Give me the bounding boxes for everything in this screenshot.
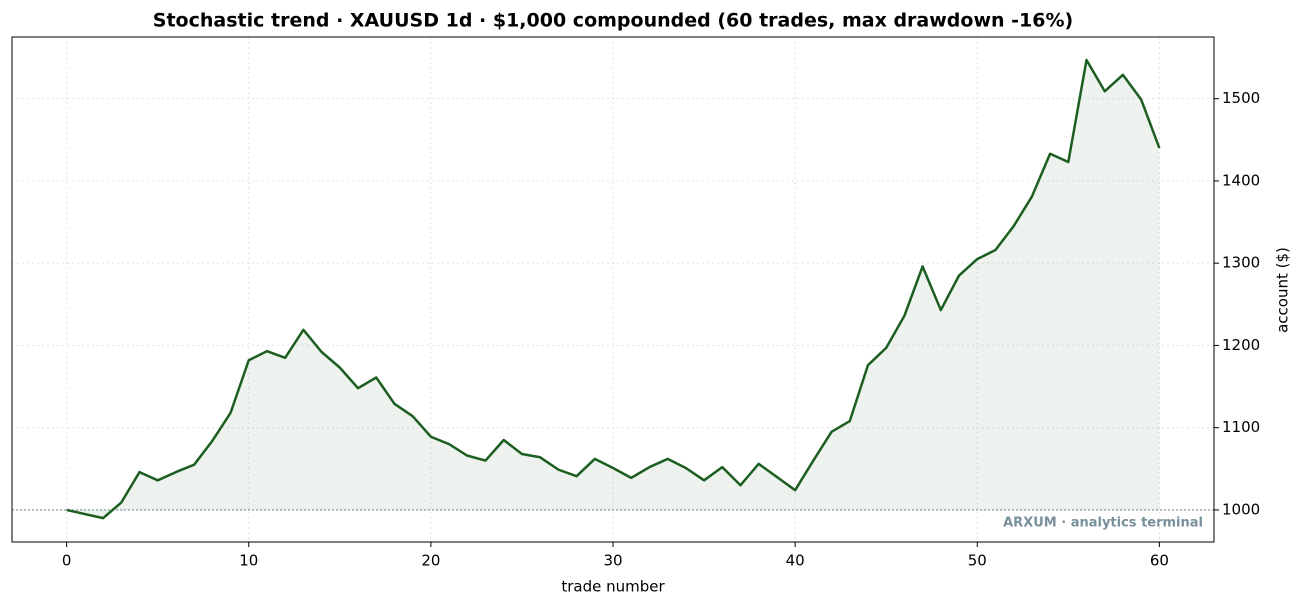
x-tick-label: 50: [968, 552, 987, 570]
x-axis-label: trade number: [561, 578, 665, 596]
y-tick-label: 1200: [1222, 336, 1260, 354]
watermark: ARXUM · analytics terminal: [1003, 516, 1203, 531]
y-tick-label: 1300: [1222, 254, 1260, 272]
area: [66, 60, 1160, 519]
chart-title: Stochastic trend · XAUUSD 1d · $1,000 co…: [153, 10, 1073, 32]
y-tick-label: 1100: [1222, 418, 1260, 436]
plot-frame: [11, 36, 1215, 543]
x-tick-label: 0: [62, 552, 72, 570]
y-axis-label: account ($): [1274, 247, 1292, 333]
x-tick-label: 60: [1150, 552, 1169, 570]
y-tick-label: 1500: [1222, 89, 1260, 107]
line: [66, 58, 1161, 520]
y-tick-label: 1400: [1222, 171, 1260, 189]
x-tick-label: 40: [786, 552, 805, 570]
y-tick-label: 1000: [1222, 500, 1260, 518]
x-tick-label: 20: [421, 552, 440, 570]
x-tick-label: 10: [239, 552, 258, 570]
x-tick-label: 30: [603, 552, 622, 570]
